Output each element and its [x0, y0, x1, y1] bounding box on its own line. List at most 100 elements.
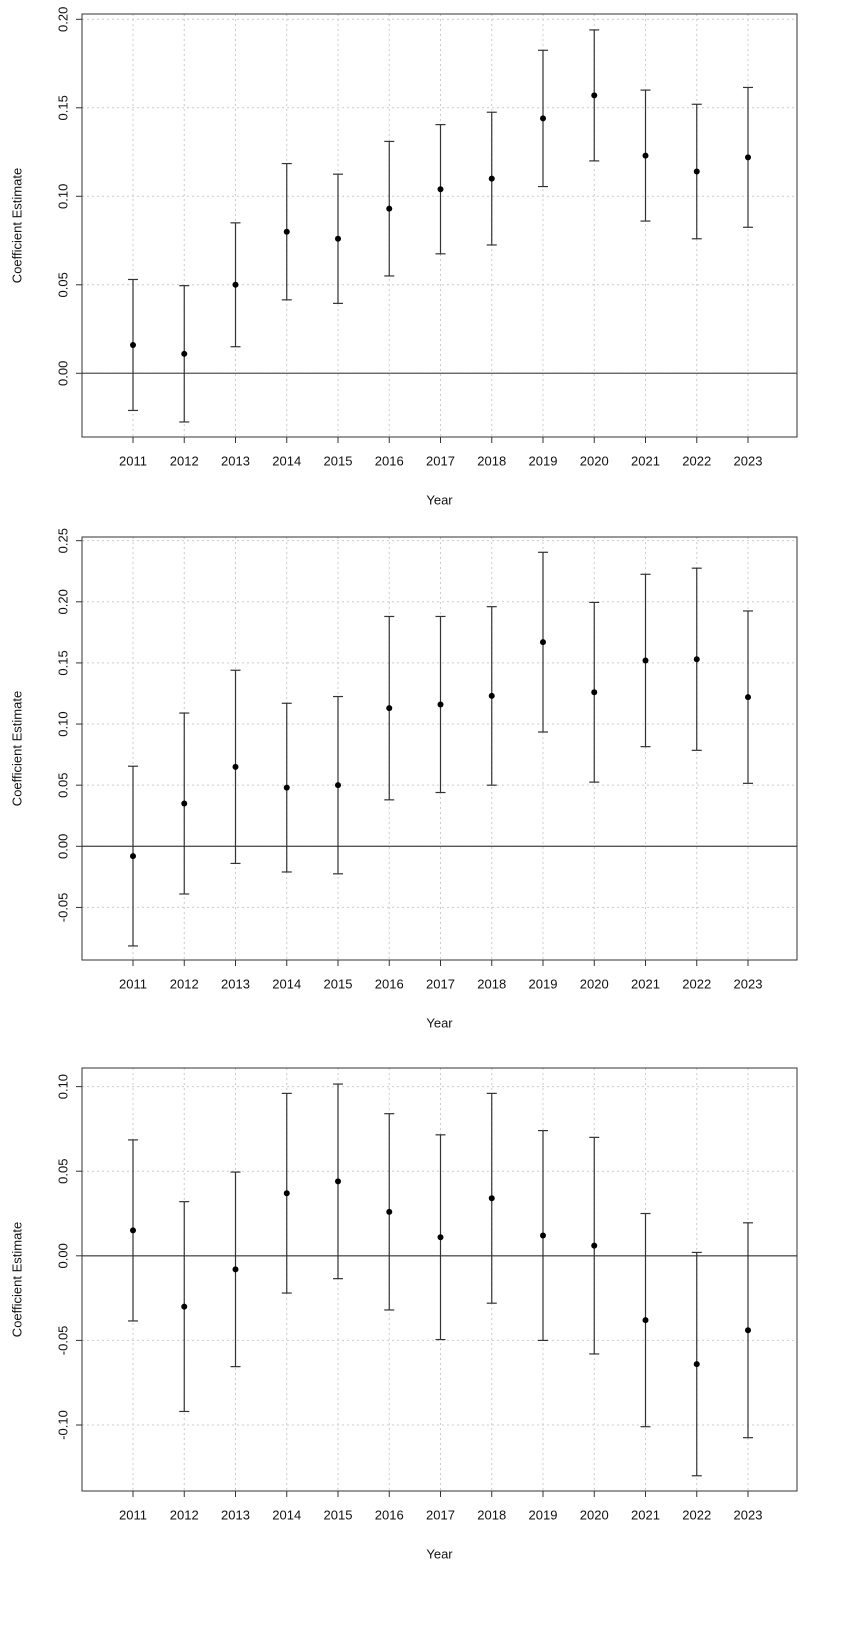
- x-tick-label: 2017: [426, 453, 455, 468]
- point: [335, 1178, 341, 1185]
- x-tick-label: 2014: [272, 1507, 301, 1522]
- point: [591, 92, 598, 99]
- point: [745, 1327, 751, 1334]
- x-tick-label: 2013: [221, 976, 250, 991]
- y-tick-label: 0.00: [55, 361, 70, 386]
- x-axis-label: Year: [426, 1546, 453, 1561]
- point: [591, 1242, 598, 1249]
- y-axis-label: Coefficient Estimate: [9, 691, 24, 806]
- x-tick-label: 2013: [221, 453, 250, 468]
- point: [540, 115, 546, 122]
- x-tick-label: 2015: [324, 453, 353, 468]
- point: [335, 235, 341, 242]
- x-tick-label: 2012: [170, 1507, 199, 1522]
- plot-frame: [81, 1067, 798, 1492]
- point: [335, 782, 341, 789]
- y-tick-label: -0.10: [55, 1410, 70, 1440]
- point: [130, 1227, 136, 1234]
- y-axis-label: Coefficient Estimate: [9, 1222, 24, 1337]
- x-tick-label: 2022: [682, 1507, 711, 1522]
- y-tick-label: 0.15: [55, 650, 70, 675]
- point: [642, 1317, 649, 1324]
- point: [181, 800, 188, 807]
- x-tick-label: 2019: [529, 453, 558, 468]
- y-tick-label: -0.05: [55, 1326, 70, 1356]
- x-tick-label: 2019: [529, 1507, 558, 1522]
- x-tick-label: 2014: [272, 976, 301, 991]
- point: [283, 228, 290, 235]
- point: [488, 175, 495, 182]
- x-axis-label: Year: [426, 1015, 453, 1030]
- y-tick-label: -0.05: [55, 893, 70, 923]
- point: [386, 205, 393, 212]
- point: [283, 784, 290, 791]
- x-axis-label: Year: [426, 492, 453, 507]
- x-tick-label: 2018: [477, 453, 506, 468]
- point: [693, 1361, 700, 1368]
- y-tick-label: 0.00: [55, 834, 70, 859]
- y-tick-label: 0.05: [55, 272, 70, 297]
- point: [232, 281, 239, 288]
- y-tick-label: 0.00: [55, 1243, 70, 1268]
- x-tick-label: 2011: [119, 976, 147, 991]
- y-tick-label: 0.20: [55, 589, 70, 614]
- x-tick-label: 2019: [529, 976, 558, 991]
- x-tick-label: 2016: [375, 1507, 404, 1522]
- point: [232, 1266, 239, 1273]
- y-axis-label: Coefficient Estimate: [9, 168, 24, 283]
- point: [745, 154, 751, 161]
- point: [181, 350, 188, 357]
- point: [283, 1190, 290, 1197]
- point: [693, 656, 700, 663]
- point: [181, 1303, 188, 1310]
- y-tick-label: 0.05: [55, 773, 70, 798]
- point: [437, 186, 444, 193]
- point: [488, 1195, 495, 1202]
- x-tick-label: 2018: [477, 1507, 506, 1522]
- y-tick-label: 0.10: [55, 1074, 70, 1099]
- x-tick-label: 2012: [170, 453, 199, 468]
- point: [745, 694, 751, 701]
- point: [232, 763, 239, 770]
- y-tick-label: 0.10: [55, 184, 70, 209]
- point: [130, 341, 136, 348]
- point: [488, 692, 495, 699]
- y-tick-label: 0.05: [55, 1159, 70, 1184]
- point: [437, 701, 444, 708]
- x-tick-label: 2023: [734, 976, 763, 991]
- x-tick-label: 2020: [580, 1507, 609, 1522]
- y-tick-label: 0.10: [55, 711, 70, 736]
- x-tick-label: 2013: [221, 1507, 250, 1522]
- x-tick-label: 2015: [324, 976, 353, 991]
- x-tick-label: 2020: [580, 976, 609, 991]
- x-tick-label: 2020: [580, 453, 609, 468]
- point: [386, 705, 393, 712]
- x-tick-label: 2011: [119, 453, 147, 468]
- x-tick-label: 2011: [119, 1507, 147, 1522]
- x-tick-label: 2015: [324, 1507, 353, 1522]
- point: [130, 853, 136, 860]
- y-tick-label: 0.25: [55, 528, 70, 553]
- point: [437, 1234, 444, 1241]
- plot-frame: [81, 536, 798, 961]
- x-tick-label: 2017: [426, 1507, 455, 1522]
- x-tick-label: 2022: [682, 976, 711, 991]
- point: [642, 657, 649, 664]
- x-tick-label: 2016: [375, 453, 404, 468]
- y-tick-label: 0.15: [55, 95, 70, 120]
- x-tick-label: 2017: [426, 976, 455, 991]
- x-tick-label: 2021: [631, 1507, 660, 1522]
- point: [540, 639, 546, 646]
- point: [540, 1232, 546, 1239]
- x-tick-label: 2012: [170, 976, 199, 991]
- x-tick-label: 2016: [375, 976, 404, 991]
- x-tick-label: 2021: [631, 453, 660, 468]
- point: [591, 689, 598, 696]
- x-tick-label: 2022: [682, 453, 711, 468]
- y-tick-label: 0.20: [55, 7, 70, 32]
- x-tick-label: 2021: [631, 976, 660, 991]
- point: [693, 168, 700, 175]
- point: [386, 1208, 393, 1215]
- point: [642, 152, 649, 159]
